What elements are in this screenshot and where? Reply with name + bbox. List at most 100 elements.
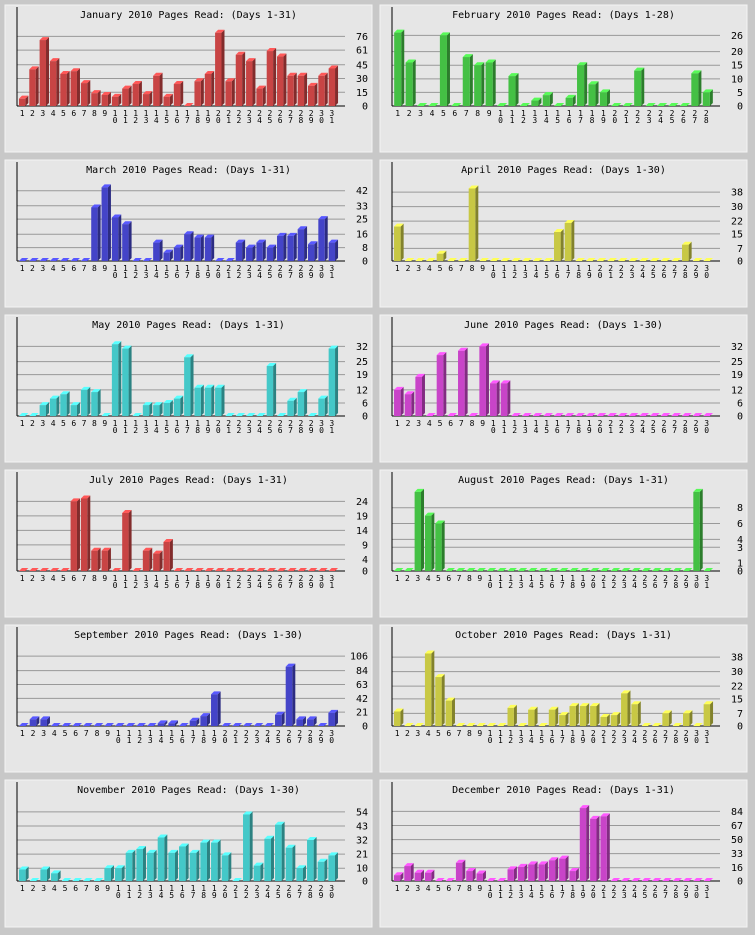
x-tick-label: 8 <box>93 729 102 736</box>
x-tick-label: 2 <box>403 574 412 581</box>
bar-top <box>538 723 548 726</box>
x-tick-label: 15 <box>537 574 546 588</box>
bar <box>19 869 26 881</box>
x-tick-label: 9 <box>103 729 112 736</box>
bar-side <box>231 78 235 106</box>
bar-side <box>169 399 173 416</box>
bar-top <box>652 568 662 571</box>
x-tick-label: 12 <box>131 264 140 278</box>
x-tick-label: 17 <box>183 574 192 588</box>
bar <box>474 65 482 106</box>
bar <box>168 852 175 881</box>
x-tick-label: 27 <box>286 109 295 123</box>
x-tick-label: 1 <box>393 419 402 426</box>
y-tick-label: 50 <box>731 835 743 846</box>
x-tick-label: 21 <box>599 729 608 743</box>
x-tick-label: 15 <box>553 109 562 123</box>
bar-top <box>328 709 338 713</box>
bar <box>588 84 596 106</box>
x-tick-label: 13 <box>521 419 530 433</box>
x-tick-label: 25 <box>649 419 658 433</box>
bar <box>599 92 607 106</box>
bar-top <box>266 244 277 248</box>
y-tick-label: 12 <box>731 385 743 396</box>
bar <box>631 704 638 726</box>
x-tick-label: 16 <box>548 729 557 743</box>
bar-side <box>575 703 579 726</box>
bar-side <box>475 185 479 261</box>
bar-top <box>49 258 60 261</box>
bar-top <box>474 62 485 66</box>
bar-top <box>70 402 80 406</box>
bar-top <box>189 717 200 721</box>
bar <box>318 219 325 261</box>
bar <box>153 242 160 261</box>
bar-side <box>242 239 246 261</box>
bar <box>296 868 303 881</box>
bar-top <box>18 413 29 416</box>
bar-top <box>256 568 266 571</box>
bar-side <box>221 29 225 106</box>
bar <box>542 95 550 106</box>
x-tick-label: 11 <box>500 419 509 433</box>
x-tick-label: 18 <box>588 109 597 123</box>
chart-title: November 2010 Pages Read: (Days 1-30) <box>77 785 300 796</box>
x-tick-label: 29 <box>307 419 316 433</box>
bar-top <box>184 103 194 106</box>
bar-side <box>464 347 468 416</box>
bar-side <box>534 861 538 881</box>
x-tick-label: 1 <box>393 264 402 271</box>
bar <box>173 247 181 261</box>
bar <box>163 402 170 416</box>
bar <box>80 83 88 106</box>
x-tick-label: 19 <box>578 884 587 898</box>
bar-side <box>555 706 559 726</box>
bar <box>317 861 325 881</box>
x-tick-label: 29 <box>317 729 326 743</box>
bar-top <box>703 413 713 416</box>
bar-side <box>401 29 405 106</box>
bar-top <box>61 723 72 726</box>
x-tick-label: 8 <box>465 574 474 581</box>
x-tick-label: 31 <box>702 729 711 743</box>
bar-top <box>235 239 246 243</box>
bar-top <box>682 878 693 881</box>
bar-top <box>125 723 136 726</box>
bar <box>163 542 170 571</box>
x-tick-label: 3 <box>38 574 47 581</box>
bar-top <box>394 223 404 227</box>
bar-top <box>621 690 631 694</box>
bar-top <box>318 72 328 76</box>
bar-top <box>596 258 607 261</box>
x-tick-label: 18 <box>193 109 202 123</box>
chart-panel: December 2010 Pages Read: (Days 1-31)016… <box>379 779 748 928</box>
bar <box>424 872 432 881</box>
bar-top <box>115 723 125 726</box>
x-tick-label: 13 <box>517 729 526 743</box>
x-tick-label: 20 <box>596 264 605 278</box>
bar <box>507 869 514 881</box>
bar-top <box>455 859 466 863</box>
bar-top <box>405 59 416 63</box>
bar-top <box>507 866 517 870</box>
bar-top <box>424 512 435 516</box>
chart-title: September 2010 Pages Read: (Days 1-30) <box>74 630 303 641</box>
x-tick-label: 16 <box>173 419 182 433</box>
x-tick-label: 9 <box>485 109 494 116</box>
x-tick-label: 17 <box>558 729 567 743</box>
x-tick-label: 10 <box>489 419 498 433</box>
bar-top <box>528 568 538 571</box>
x-tick-label: 28 <box>681 419 690 433</box>
x-tick-label: 7 <box>455 574 464 581</box>
bar-top <box>579 568 590 571</box>
bar <box>277 235 284 261</box>
bar-top <box>153 402 163 406</box>
bar-side <box>513 866 517 881</box>
bar-top <box>49 395 60 399</box>
bar-top <box>497 568 507 571</box>
bar-top <box>256 239 266 243</box>
bar-side <box>446 32 450 106</box>
bar-side <box>302 716 306 726</box>
bar-side <box>190 354 194 416</box>
y-tick-label: 21 <box>356 708 368 719</box>
